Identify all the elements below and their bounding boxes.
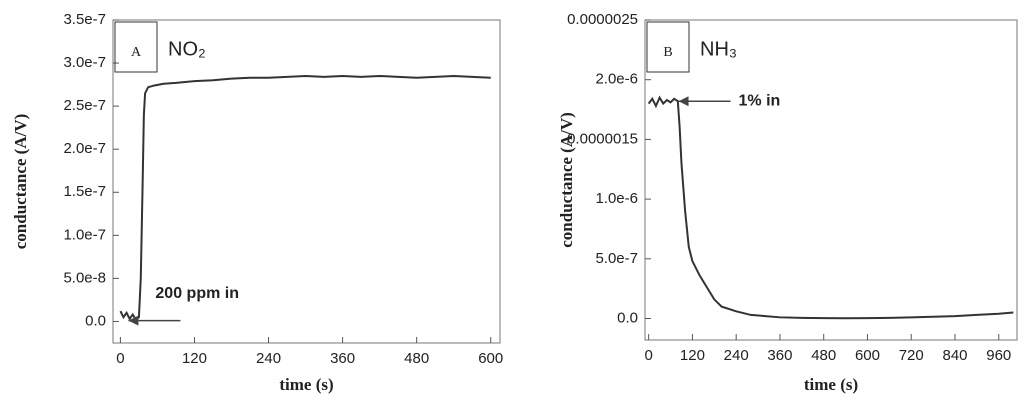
- arrow-head: [678, 96, 689, 107]
- panel-label: B: [663, 45, 672, 60]
- x-tick-label: 600: [478, 350, 503, 367]
- x-tick-label: 480: [404, 350, 429, 367]
- arrow-head: [128, 315, 139, 326]
- x-tick-label: 0: [116, 350, 124, 367]
- panel-box: [114, 21, 158, 73]
- y-tick-label: 3.5e-7: [63, 11, 106, 28]
- y-axis-label: conductance (A/V): [11, 114, 30, 250]
- y-tick-label: 5.0e-8: [63, 269, 106, 286]
- x-tick-label: 240: [724, 347, 749, 364]
- y-tick-label: 0.0000025: [567, 11, 638, 28]
- panel-box: [646, 21, 690, 73]
- y-tick-label: 2.0e-7: [63, 140, 106, 157]
- y-tick-label: 2.0e-6: [595, 71, 638, 88]
- y-tick-label: 2.5e-7: [63, 97, 106, 114]
- x-tick-label: 240: [256, 350, 281, 367]
- x-tick-label: 840: [942, 347, 967, 364]
- x-tick-label: 360: [330, 350, 355, 367]
- panel-label: A: [131, 45, 142, 60]
- panel-title: NH₃: [700, 38, 737, 60]
- plot-frame: [644, 19, 1018, 341]
- x-tick-label: 600: [855, 347, 880, 364]
- y-tick-label: 1.0e-6: [595, 190, 638, 207]
- y-tick-label: 3.0e-7: [63, 54, 106, 71]
- x-tick-label: 960: [986, 347, 1011, 364]
- x-axis-label: time (s): [804, 375, 858, 394]
- plot-frame: [112, 19, 501, 344]
- y-tick-label: 0.0000015: [567, 130, 638, 147]
- y-tick-label: 0.0: [85, 312, 106, 329]
- y-tick-label: 1.5e-7: [63, 183, 106, 200]
- annotation: 200 ppm in: [155, 285, 239, 302]
- y-tick-label: 1.0e-7: [63, 226, 106, 243]
- x-tick-label: 480: [811, 347, 836, 364]
- x-tick-label: 360: [767, 347, 792, 364]
- y-axis-label: conductance (A/V): [557, 112, 576, 248]
- annotation: 1% in: [739, 92, 781, 109]
- x-axis-label: time (s): [279, 375, 333, 394]
- data-line: [119, 74, 491, 322]
- x-tick-label: 120: [680, 347, 705, 364]
- panel-title: NO₂: [168, 38, 206, 60]
- y-tick-label: 5.0e-7: [595, 250, 638, 267]
- y-tick-label: 0.0: [617, 309, 638, 326]
- data-line: [647, 95, 1014, 320]
- x-tick-label: 720: [899, 347, 924, 364]
- x-tick-label: 0: [644, 347, 652, 364]
- x-tick-label: 120: [182, 350, 207, 367]
